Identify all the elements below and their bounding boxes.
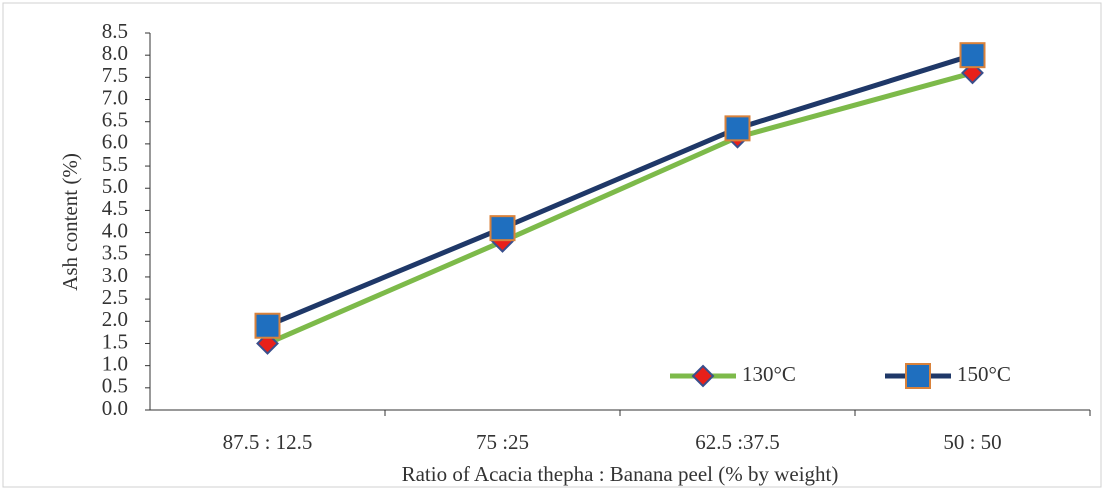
y-tick-label: 3.5 bbox=[102, 241, 128, 265]
y-tick-label: 8.0 bbox=[102, 41, 128, 65]
x-tick-label: 50 : 50 bbox=[943, 430, 1001, 454]
y-tick-label: 2.5 bbox=[102, 285, 128, 309]
y-tick-label: 8.5 bbox=[102, 19, 128, 43]
y-tick-label: 7.0 bbox=[102, 85, 128, 109]
y-tick-label: 5.5 bbox=[102, 152, 128, 176]
y-tick-label: 4.0 bbox=[102, 218, 128, 242]
marker bbox=[491, 216, 515, 240]
y-tick-label: 4.5 bbox=[102, 196, 128, 220]
marker bbox=[726, 116, 750, 140]
x-tick-label: 75 :25 bbox=[476, 430, 529, 454]
legend-label: 130°C bbox=[742, 362, 796, 386]
y-tick-label: 3.0 bbox=[102, 263, 128, 287]
y-tick-label: 7.5 bbox=[102, 63, 128, 87]
y-tick-label: 6.5 bbox=[102, 108, 128, 132]
y-tick-label: 6.0 bbox=[102, 130, 128, 154]
x-tick-label: 62.5 :37.5 bbox=[695, 430, 780, 454]
y-tick-label: 1.5 bbox=[102, 329, 128, 353]
y-tick-label: 0.5 bbox=[102, 374, 128, 398]
y-tick-label: 1.0 bbox=[102, 351, 128, 375]
y-tick-label: 2.0 bbox=[102, 307, 128, 331]
chart: Ash content (%) Ratio of Acacia thepha :… bbox=[0, 0, 1104, 490]
marker bbox=[961, 43, 985, 67]
y-tick-label: 0.0 bbox=[102, 396, 128, 420]
y-tick-label: 5.0 bbox=[102, 174, 128, 198]
legend-label: 150°C bbox=[957, 362, 1011, 386]
y-axis-label: Ash content (%) bbox=[58, 153, 82, 291]
x-axis-label: Ratio of Acacia thepha : Banana peel (% … bbox=[402, 462, 839, 486]
marker bbox=[906, 364, 930, 388]
chart-frame bbox=[3, 3, 1101, 487]
marker bbox=[256, 314, 280, 338]
x-tick-label: 87.5 : 12.5 bbox=[223, 430, 313, 454]
